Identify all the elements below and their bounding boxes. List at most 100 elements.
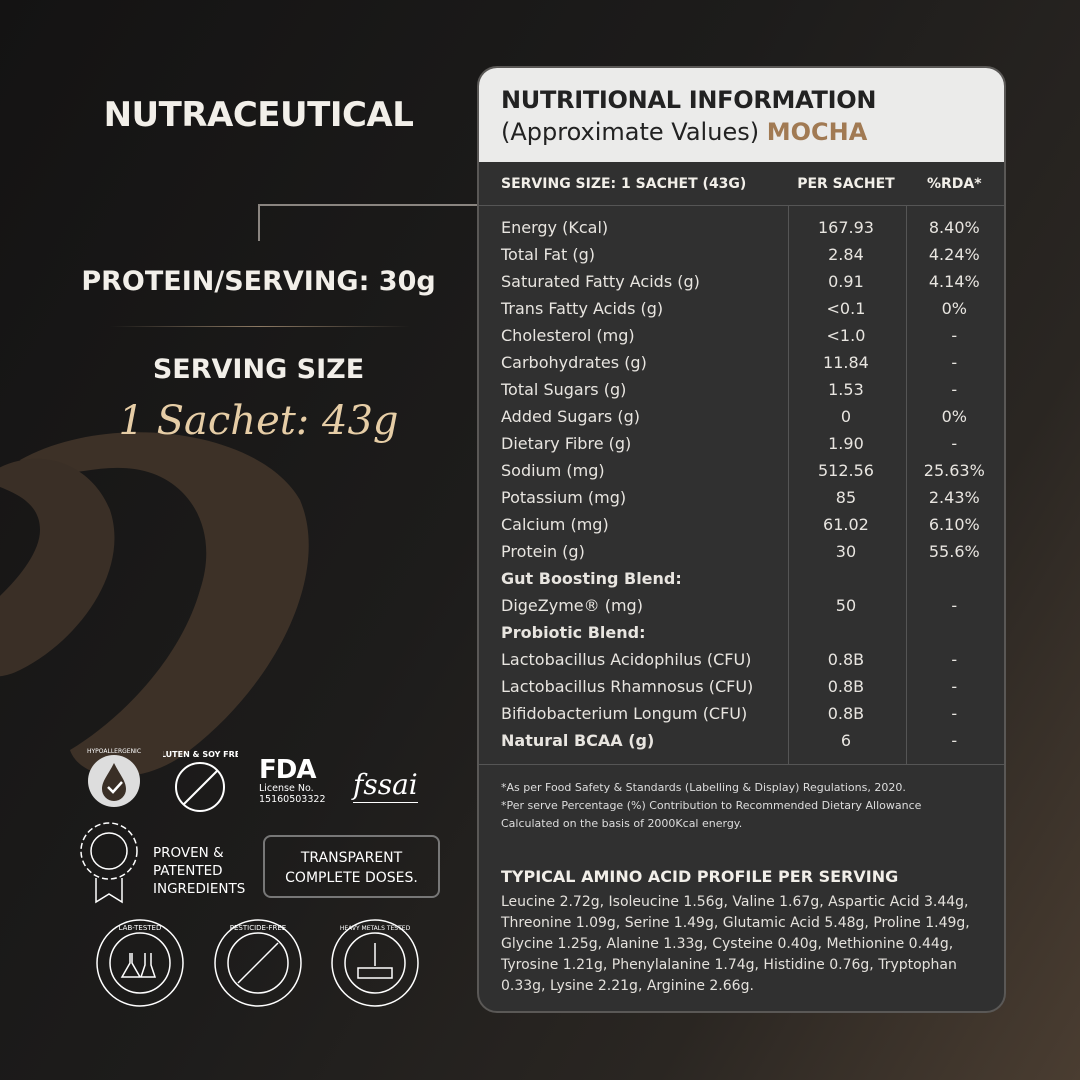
per-sachet-value: 0.8B bbox=[827, 704, 865, 723]
per-sachet-value: 6 bbox=[840, 731, 852, 750]
rda-value: 0% bbox=[941, 407, 967, 426]
protein-per-serving: PROTEIN/SERVING: 30g bbox=[81, 266, 436, 297]
table-row: DigeZyme® (mg) 50 - bbox=[479, 592, 1004, 619]
lab-tested-icon: LAB-TESTED bbox=[96, 919, 184, 1007]
per-sachet-value: 0.8B bbox=[827, 677, 865, 696]
fda-logo: FDA bbox=[259, 755, 316, 785]
nutrition-table: Energy (Kcal) 167.93 8.40% Total Fat (g) 2.8… bbox=[479, 206, 1004, 765]
per-sachet-value: <1.0 bbox=[826, 326, 866, 345]
nutrient-name: Added Sugars (g) bbox=[501, 407, 640, 426]
amino-text: Leucine 2.72g, Isoleucine 1.56g, Valine … bbox=[501, 894, 970, 994]
nutrient-name: Natural BCAA (g) bbox=[501, 731, 655, 750]
fda-license-label: License No. bbox=[259, 783, 314, 794]
pesticide-label: PESTICIDE-FREE bbox=[230, 924, 286, 932]
table-row: Natural BCAA (g) 6 - bbox=[479, 727, 1004, 754]
nutrient-name: Potassium (mg) bbox=[501, 488, 627, 507]
footnote: *Per serve Percentage (%) Contribution t… bbox=[501, 799, 922, 812]
table-header: SERVING SIZE: 1 SACHET (43G) PER SACHET … bbox=[479, 162, 1004, 206]
table-row: Protein (g) 30 55.6% bbox=[479, 538, 1004, 565]
table-row: Lactobacillus Rhamnosus (CFU) 0.8B - bbox=[479, 673, 1004, 700]
connector-line bbox=[258, 204, 478, 206]
heavy-label: HEAVY METALS TESTED bbox=[340, 925, 411, 932]
nutrient-name: Dietary Fibre (g) bbox=[501, 434, 632, 453]
table-row: Total Sugars (g) 1.53 - bbox=[479, 376, 1004, 403]
column-separator bbox=[788, 206, 789, 764]
rda-value: - bbox=[951, 380, 958, 399]
rda-value: - bbox=[951, 677, 958, 696]
serving-size-label: SERVING SIZE bbox=[152, 354, 365, 385]
footnote: *As per Food Safety & Standards (Labelli… bbox=[501, 781, 906, 794]
rda-value: - bbox=[951, 353, 958, 372]
table-row: Bifidobacterium Longum (CFU) 0.8B - bbox=[479, 700, 1004, 727]
table-row: Calcium (mg) 61.02 6.10% bbox=[479, 511, 1004, 538]
per-sachet-value: <0.1 bbox=[826, 299, 866, 318]
connector-line bbox=[258, 205, 260, 241]
per-sachet-value: 0 bbox=[840, 407, 852, 426]
per-sachet-value: 11.84 bbox=[823, 353, 869, 372]
rda-value: - bbox=[951, 731, 958, 750]
fda-badge: FDA License No. 15160503322 bbox=[259, 757, 326, 805]
per-sachet-value: 50 bbox=[835, 596, 857, 615]
rda-value: 4.24% bbox=[928, 245, 980, 264]
hypo-label: HYPOALLERGENIC bbox=[87, 748, 141, 755]
per-sachet-value: 2.84 bbox=[828, 245, 864, 264]
amino-title: TYPICAL AMINO ACID PROFILE PER SERVING bbox=[501, 867, 899, 886]
divider bbox=[110, 326, 410, 327]
footnotes: *As per Food Safety & Standards (Labelli… bbox=[479, 765, 1004, 833]
heavy-metals-tested-icon: HEAVY METALS TESTED bbox=[331, 919, 419, 1007]
nutrition-panel: NUTRITIONAL INFORMATION (Approximate Val… bbox=[477, 66, 1006, 1013]
nutrient-name: Gut Boosting Blend: bbox=[501, 569, 682, 588]
table-row: Dietary Fibre (g) 1.90 - bbox=[479, 430, 1004, 457]
rda-value: - bbox=[951, 704, 958, 723]
panel-header: NUTRITIONAL INFORMATION (Approximate Val… bbox=[479, 68, 1004, 162]
nutrient-name: Calcium (mg) bbox=[501, 515, 609, 534]
nutrient-name: Energy (Kcal) bbox=[501, 218, 609, 237]
per-sachet-value: 61.02 bbox=[823, 515, 869, 534]
table-row: Trans Fatty Acids (g) <0.1 0% bbox=[479, 295, 1004, 322]
lab-label: LAB-TESTED bbox=[119, 924, 162, 932]
rda-value: 0% bbox=[941, 299, 967, 318]
column-separator bbox=[906, 206, 907, 764]
per-sachet-value: 512.56 bbox=[817, 461, 874, 480]
panel-title: NUTRITIONAL INFORMATION bbox=[501, 86, 877, 114]
per-sachet-value: 85 bbox=[835, 488, 857, 507]
nutrient-name: Sodium (mg) bbox=[501, 461, 605, 480]
table-row: Potassium (mg) 85 2.43% bbox=[479, 484, 1004, 511]
rda-value: 55.6% bbox=[928, 542, 980, 561]
nutrient-name: Saturated Fatty Acids (g) bbox=[501, 272, 700, 291]
nutrient-name: Bifidobacterium Longum (CFU) bbox=[501, 704, 748, 723]
gluten-soy-free-icon: GLUTEN & SOY FREE bbox=[163, 750, 238, 812]
fssai-logo: fssai bbox=[353, 768, 418, 803]
table-row: Gut Boosting Blend: bbox=[479, 565, 1004, 592]
coffee-bean-decoration bbox=[0, 432, 309, 777]
brand-name: NUTRACEUTICAL bbox=[103, 95, 414, 135]
table-row: Cholesterol (mg) <1.0 - bbox=[479, 322, 1004, 349]
nutrient-name: Probiotic Blend: bbox=[501, 623, 646, 642]
table-row: Saturated Fatty Acids (g) 0.91 4.14% bbox=[479, 268, 1004, 295]
rda-value: - bbox=[951, 596, 958, 615]
pesticide-free-icon: PESTICIDE-FREE bbox=[214, 919, 302, 1007]
rda-value: - bbox=[951, 434, 958, 453]
transparent-doses-badge: TRANSPARENT COMPLETE DOSES. bbox=[263, 835, 440, 898]
column-header: SERVING SIZE: 1 SACHET (43G) bbox=[501, 175, 747, 192]
column-header: PER SACHET bbox=[797, 175, 895, 192]
rda-value: 4.14% bbox=[928, 272, 980, 291]
per-sachet-value: 1.90 bbox=[828, 434, 864, 453]
nutrient-name: Trans Fatty Acids (g) bbox=[501, 299, 664, 318]
rda-value: - bbox=[951, 326, 958, 345]
table-row: Probiotic Blend: bbox=[479, 619, 1004, 646]
nutrient-name: DigeZyme® (mg) bbox=[501, 596, 643, 615]
nutrient-name: Total Sugars (g) bbox=[501, 380, 627, 399]
gluten-label: GLUTEN & SOY FREE bbox=[163, 750, 238, 759]
per-sachet-value: 30 bbox=[835, 542, 857, 561]
panel-subtitle: (Approximate Values) MOCHA bbox=[501, 118, 982, 146]
table-row: Energy (Kcal) 167.93 8.40% bbox=[479, 214, 1004, 241]
nutrient-name: Total Fat (g) bbox=[501, 245, 595, 264]
subtitle-text: (Approximate Values) bbox=[501, 118, 760, 146]
per-sachet-value: 0.8B bbox=[827, 650, 865, 669]
rda-value: 8.40% bbox=[928, 218, 980, 237]
proven-patented-text: PROVEN & PATENTED INGREDIENTS bbox=[153, 845, 246, 897]
nutrient-name: Lactobacillus Acidophilus (CFU) bbox=[501, 650, 752, 669]
table-row: Carbohydrates (g) 11.84 - bbox=[479, 349, 1004, 376]
rda-value: 2.43% bbox=[928, 488, 980, 507]
